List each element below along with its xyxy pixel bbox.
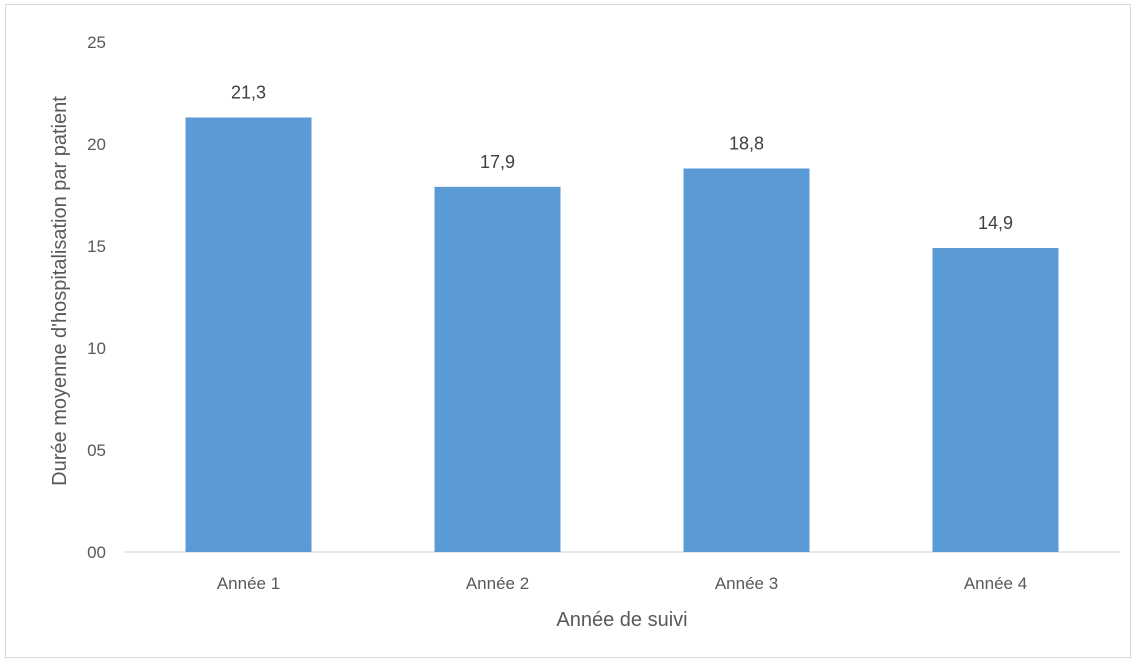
y-axis-ticks: 00 05 10 15 20 25 (87, 33, 106, 562)
x-axis-ticks: Année 1 Année 2 Année 3 Année 4 (217, 574, 1027, 593)
x-tick-label: Année 3 (715, 574, 778, 593)
bar (683, 168, 810, 553)
data-label: 14,9 (978, 213, 1013, 233)
x-tick-label: Année 2 (466, 574, 529, 593)
x-tick-label: Année 1 (217, 574, 280, 593)
y-axis-title: Durée moyenne d'hospitalisation par pati… (49, 96, 71, 486)
bar (434, 186, 561, 552)
y-tick-label: 00 (87, 543, 106, 562)
data-label: 17,9 (480, 152, 515, 172)
x-tick-label: Année 4 (964, 574, 1027, 593)
y-tick-label: 20 (87, 135, 106, 154)
data-labels: 21,3 17,9 18,8 14,9 (231, 82, 1013, 233)
y-tick-label: 15 (87, 237, 106, 256)
y-tick-label: 05 (87, 441, 106, 460)
x-axis-title: Année de suivi (556, 609, 687, 631)
data-label: 21,3 (231, 82, 266, 102)
y-tick-label: 10 (87, 339, 106, 358)
data-label: 18,8 (729, 133, 764, 153)
y-tick-label: 25 (87, 33, 106, 52)
bar (185, 117, 312, 552)
bars (185, 117, 1059, 553)
bar (932, 248, 1059, 553)
